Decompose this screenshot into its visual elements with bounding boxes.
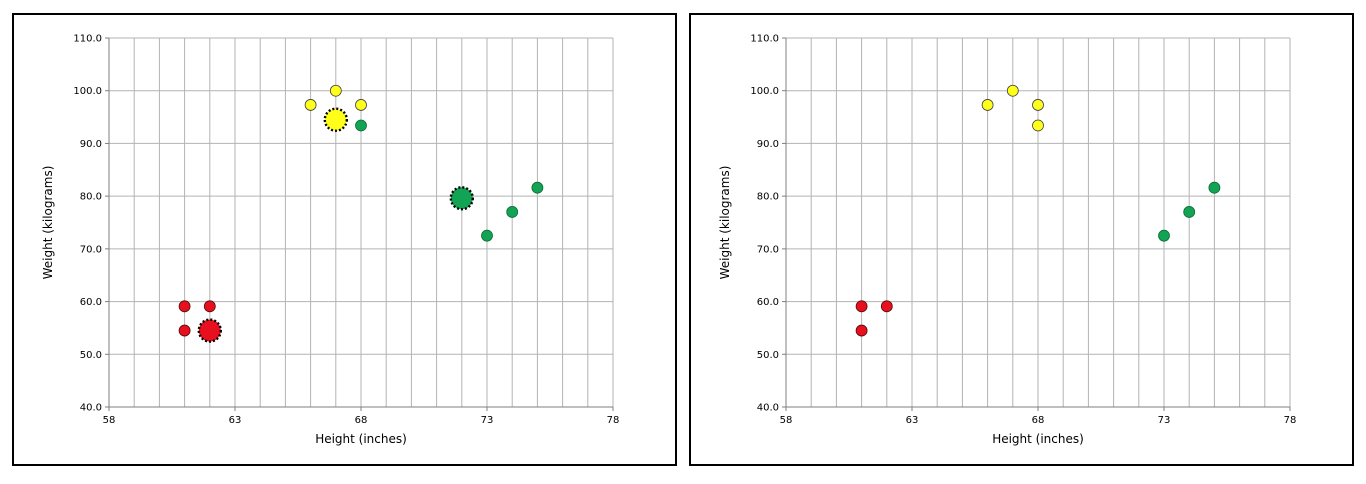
x-tick-label: 63: [229, 415, 242, 426]
data-point-green: [506, 206, 519, 218]
y-tick-label: 50.0: [757, 350, 779, 361]
data-point-red: [178, 324, 191, 337]
centroid-marker-green: [449, 186, 474, 211]
data-point-red: [178, 300, 191, 313]
x-tick-label: 78: [1284, 415, 1297, 426]
data-point-green: [531, 181, 544, 194]
y-tick-label: 50.0: [80, 350, 102, 361]
data-point-red: [855, 324, 868, 337]
data-point-red: [880, 300, 893, 313]
y-tick-label: 90.0: [80, 139, 102, 150]
data-point-yellow: [1006, 84, 1019, 97]
y-tick-label: 90.0: [757, 139, 779, 150]
data-point-green: [1208, 181, 1221, 194]
data-point-red: [855, 300, 868, 313]
data-point-yellow: [355, 99, 367, 111]
data-point-red: [203, 300, 216, 313]
x-tick-label: 63: [906, 415, 919, 426]
y-tick-label: 40.0: [757, 403, 779, 414]
centroid-marker-red: [197, 318, 223, 343]
x-axis-title: Height (inches): [315, 432, 407, 446]
y-tick-label: 100.0: [73, 86, 102, 97]
y-tick-label: 60.0: [757, 297, 779, 308]
data-point-green: [1158, 229, 1170, 242]
y-axis-title: Weight (kilograms): [718, 166, 732, 280]
data-point-yellow: [981, 99, 994, 111]
y-tick-label: 40.0: [80, 403, 102, 414]
y-tick-label: 110.0: [73, 34, 102, 45]
y-tick-label: 80.0: [757, 192, 779, 203]
data-point-yellow: [329, 84, 342, 97]
x-tick-label: 78: [607, 415, 620, 426]
x-tick-label: 58: [780, 415, 793, 426]
x-tick-label: 68: [1032, 415, 1045, 426]
y-tick-label: 70.0: [757, 244, 779, 255]
scatter-chart-left: 40.0 50.0 60.0 70.0 80.0 90.0 100.0 110.0 58 63 68…: [41, 34, 620, 447]
x-axis-title: Height (inches): [992, 432, 1084, 446]
y-tick-label: 60.0: [80, 297, 102, 308]
x-tick-label: 58: [103, 415, 116, 426]
centroid-marker-yellow: [323, 107, 348, 132]
data-point-yellow: [304, 99, 317, 111]
chart-panel-right: 40.0 50.0 60.0 70.0 80.0 90.0 100.0 110.0 58 63 68…: [689, 13, 1354, 466]
y-tick-label: 110.0: [750, 34, 779, 45]
data-point-green: [1183, 206, 1196, 218]
data-point-yellow: [1032, 119, 1044, 132]
y-tick-label: 80.0: [80, 192, 102, 203]
x-tick-label: 68: [355, 415, 368, 426]
y-axis-title: Weight (kilograms): [41, 166, 55, 280]
x-tick-label: 73: [1158, 415, 1171, 426]
y-tick-label: 100.0: [750, 86, 779, 97]
chart-panel-left: 40.0 50.0 60.0 70.0 80.0 90.0 100.0 110.0 58 63 68…: [12, 13, 677, 466]
data-point-green: [355, 119, 367, 132]
scatter-chart-right: 40.0 50.0 60.0 70.0 80.0 90.0 100.0 110.0 58 63 68…: [718, 34, 1297, 447]
x-tick-label: 73: [481, 415, 494, 426]
data-point-green: [481, 229, 493, 242]
y-tick-label: 70.0: [80, 244, 102, 255]
data-point-yellow: [1032, 99, 1044, 111]
